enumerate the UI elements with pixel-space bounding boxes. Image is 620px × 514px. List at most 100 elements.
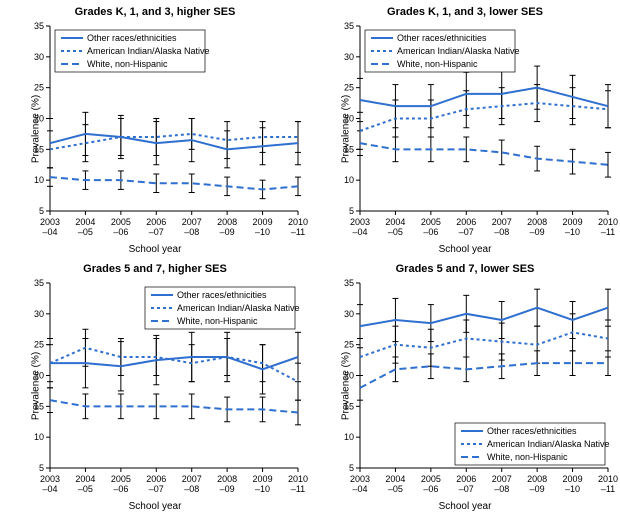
svg-text:25: 25 xyxy=(344,83,354,93)
svg-text:2007: 2007 xyxy=(182,474,202,484)
svg-text:White, non-Hispanic: White, non-Hispanic xyxy=(397,59,478,69)
svg-text:5: 5 xyxy=(39,463,44,473)
svg-text:35: 35 xyxy=(344,278,354,288)
chart-svg: 51015202530352003–042004–052005–062006–0… xyxy=(0,257,310,514)
svg-text:2009: 2009 xyxy=(253,474,273,484)
svg-text:–06: –06 xyxy=(423,227,438,237)
svg-text:2004: 2004 xyxy=(75,217,95,227)
svg-text:25: 25 xyxy=(34,340,44,350)
svg-text:30: 30 xyxy=(34,52,44,62)
svg-text:–09: –09 xyxy=(530,227,545,237)
svg-text:35: 35 xyxy=(34,21,44,31)
panel-title: Grades 5 and 7, lower SES xyxy=(310,263,620,275)
svg-text:American Indian/Alaska Native: American Indian/Alaska Native xyxy=(177,303,300,313)
svg-text:–10: –10 xyxy=(255,227,270,237)
svg-text:Other races/ethnicities: Other races/ethnicities xyxy=(87,33,177,43)
svg-text:30: 30 xyxy=(34,309,44,319)
svg-text:2010: 2010 xyxy=(598,217,618,227)
svg-text:American Indian/Alaska Native: American Indian/Alaska Native xyxy=(87,46,210,56)
svg-text:2009: 2009 xyxy=(563,474,583,484)
panel-title: Grades 5 and 7, higher SES xyxy=(0,263,310,275)
x-axis-label: School year xyxy=(310,501,620,512)
svg-text:10: 10 xyxy=(34,432,44,442)
svg-text:30: 30 xyxy=(344,309,354,319)
x-axis-label: School year xyxy=(0,244,310,255)
svg-text:2005: 2005 xyxy=(421,474,441,484)
svg-text:30: 30 xyxy=(344,52,354,62)
svg-text:2008: 2008 xyxy=(217,474,237,484)
svg-text:–11: –11 xyxy=(291,227,305,237)
chart-svg: 51015202530352003–042004–052005–062006–0… xyxy=(310,257,620,514)
legend: Other races/ethnicities American Indian/A… xyxy=(55,30,210,72)
svg-text:2003: 2003 xyxy=(350,217,370,227)
svg-text:Other races/ethnicities: Other races/ethnicities xyxy=(487,426,577,436)
series-aian xyxy=(50,348,298,382)
y-axis-label: Prevalence (%) xyxy=(341,94,352,162)
chart-panel-p4: Grades 5 and 7, lower SES Prevalence (%) S… xyxy=(310,257,620,514)
svg-text:–04: –04 xyxy=(352,227,367,237)
svg-text:–09: –09 xyxy=(530,484,545,494)
svg-text:–07: –07 xyxy=(459,484,474,494)
svg-text:–09: –09 xyxy=(220,484,235,494)
svg-text:2005: 2005 xyxy=(421,217,441,227)
panel-title: Grades K, 1, and 3, lower SES xyxy=(310,6,620,18)
svg-text:2006: 2006 xyxy=(146,474,166,484)
svg-text:–07: –07 xyxy=(459,227,474,237)
legend: Other races/ethnicities American Indian/A… xyxy=(145,287,300,329)
svg-text:–08: –08 xyxy=(184,227,199,237)
svg-text:2010: 2010 xyxy=(288,217,308,227)
svg-text:10: 10 xyxy=(344,432,354,442)
series-aian xyxy=(360,332,608,357)
svg-text:–06: –06 xyxy=(113,227,128,237)
svg-text:–09: –09 xyxy=(220,227,235,237)
svg-text:5: 5 xyxy=(349,463,354,473)
svg-text:2007: 2007 xyxy=(182,217,202,227)
svg-text:2003: 2003 xyxy=(350,474,370,484)
series-white xyxy=(50,400,298,412)
svg-text:2010: 2010 xyxy=(598,474,618,484)
svg-text:–10: –10 xyxy=(565,227,580,237)
svg-text:2007: 2007 xyxy=(492,217,512,227)
chart-panel-p2: Grades K, 1, and 3, lower SES Prevalence … xyxy=(310,0,620,257)
chart-svg: 51015202530352003–042004–052005–062006–0… xyxy=(0,0,310,257)
svg-text:–04: –04 xyxy=(352,484,367,494)
svg-text:–04: –04 xyxy=(42,484,57,494)
svg-text:Other races/ethnicities: Other races/ethnicities xyxy=(177,290,267,300)
series-white xyxy=(50,177,298,189)
svg-text:White, non-Hispanic: White, non-Hispanic xyxy=(177,316,258,326)
x-axis-label: School year xyxy=(0,501,310,512)
svg-text:2008: 2008 xyxy=(527,474,547,484)
svg-text:–11: –11 xyxy=(601,227,615,237)
svg-text:2003: 2003 xyxy=(40,474,60,484)
y-axis-label: Prevalence (%) xyxy=(341,351,352,419)
series-other xyxy=(360,308,608,327)
svg-text:5: 5 xyxy=(349,206,354,216)
svg-text:–07: –07 xyxy=(149,484,164,494)
series-aian xyxy=(360,103,608,131)
svg-text:–10: –10 xyxy=(255,484,270,494)
svg-text:White, non-Hispanic: White, non-Hispanic xyxy=(87,59,168,69)
y-axis-label: Prevalence (%) xyxy=(31,94,42,162)
chart-panel-p3: Grades 5 and 7, higher SES Prevalence (%)… xyxy=(0,257,310,514)
svg-text:2010: 2010 xyxy=(288,474,308,484)
svg-text:2008: 2008 xyxy=(527,217,547,227)
svg-text:10: 10 xyxy=(34,175,44,185)
svg-text:25: 25 xyxy=(34,83,44,93)
svg-text:2005: 2005 xyxy=(111,217,131,227)
svg-text:–08: –08 xyxy=(494,227,509,237)
svg-text:–08: –08 xyxy=(184,484,199,494)
svg-text:2005: 2005 xyxy=(111,474,131,484)
svg-text:35: 35 xyxy=(34,278,44,288)
x-axis-label: School year xyxy=(310,244,620,255)
svg-text:–05: –05 xyxy=(388,227,403,237)
svg-text:2004: 2004 xyxy=(385,474,405,484)
chart-panel-p1: Grades K, 1, and 3, higher SESPrevalence… xyxy=(0,0,310,257)
svg-text:2008: 2008 xyxy=(217,217,237,227)
svg-text:–06: –06 xyxy=(423,484,438,494)
svg-text:American Indian/Alaska Native: American Indian/Alaska Native xyxy=(487,439,610,449)
svg-text:2006: 2006 xyxy=(146,217,166,227)
svg-text:5: 5 xyxy=(39,206,44,216)
svg-text:–10: –10 xyxy=(565,484,580,494)
y-axis-label: Prevalence (%) xyxy=(31,351,42,419)
svg-text:White, non-Hispanic: White, non-Hispanic xyxy=(487,452,568,462)
